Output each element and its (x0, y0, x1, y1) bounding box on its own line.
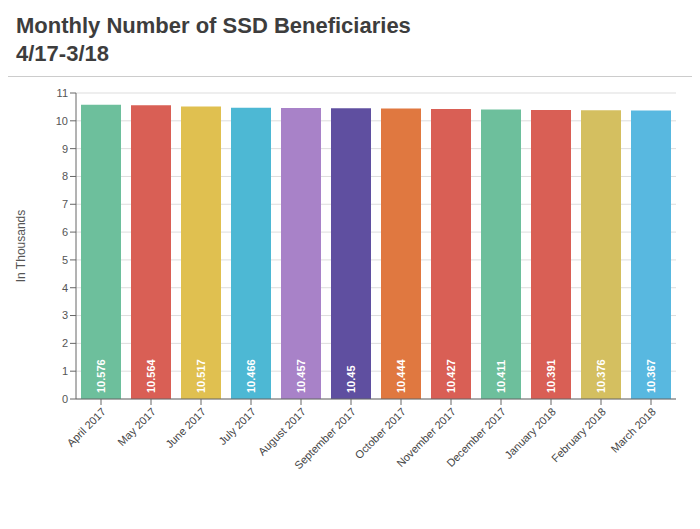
svg-text:8: 8 (62, 170, 68, 182)
svg-text:0: 0 (62, 393, 68, 405)
svg-text:9: 9 (62, 143, 68, 155)
svg-text:10: 10 (56, 115, 68, 127)
svg-text:5: 5 (62, 254, 68, 266)
svg-text:10.391: 10.391 (545, 359, 557, 393)
svg-text:January 2018: January 2018 (502, 405, 558, 461)
svg-text:10.466: 10.466 (245, 359, 257, 393)
svg-text:10.45: 10.45 (345, 365, 357, 393)
svg-text:May 2017: May 2017 (115, 405, 158, 448)
svg-text:10.576: 10.576 (95, 359, 107, 393)
svg-text:August 2017: August 2017 (256, 405, 308, 457)
svg-text:3: 3 (62, 309, 68, 321)
svg-text:In Thousands: In Thousands (14, 210, 28, 283)
svg-text:December 2017: December 2017 (444, 405, 508, 469)
svg-text:September 2017: September 2017 (292, 405, 358, 471)
svg-text:October 2017: October 2017 (352, 405, 408, 461)
svg-text:10.376: 10.376 (595, 359, 607, 393)
svg-text:November 2017: November 2017 (394, 405, 458, 470)
svg-text:11: 11 (57, 87, 68, 99)
svg-text:1: 1 (62, 365, 68, 377)
html-text:4/17-3/18: 4/17-3/18 (16, 41, 109, 66)
svg-text:10.427: 10.427 (445, 359, 457, 393)
svg-text:10.367: 10.367 (645, 359, 657, 393)
svg-text:10.411: 10.411 (495, 360, 507, 393)
svg-text:6: 6 (62, 226, 68, 238)
svg-text:10.564: 10.564 (145, 358, 157, 393)
svg-text:July 2017: July 2017 (216, 405, 258, 447)
svg-text:7: 7 (62, 198, 68, 210)
svg-text:February 2018: February 2018 (549, 405, 608, 464)
svg-text:10.444: 10.444 (395, 358, 407, 393)
svg-text:March 2018: March 2018 (608, 405, 658, 455)
svg-text:10.457: 10.457 (295, 359, 307, 393)
svg-text:June 2017: June 2017 (163, 405, 208, 450)
svg-text:4: 4 (62, 282, 68, 294)
svg-text:10.517: 10.517 (195, 359, 207, 393)
svg-text:2: 2 (62, 337, 68, 349)
svg-text:April 2017: April 2017 (64, 405, 108, 449)
html-text:Monthly Number of SSD Benefici: Monthly Number of SSD Beneficiaries (16, 13, 411, 38)
